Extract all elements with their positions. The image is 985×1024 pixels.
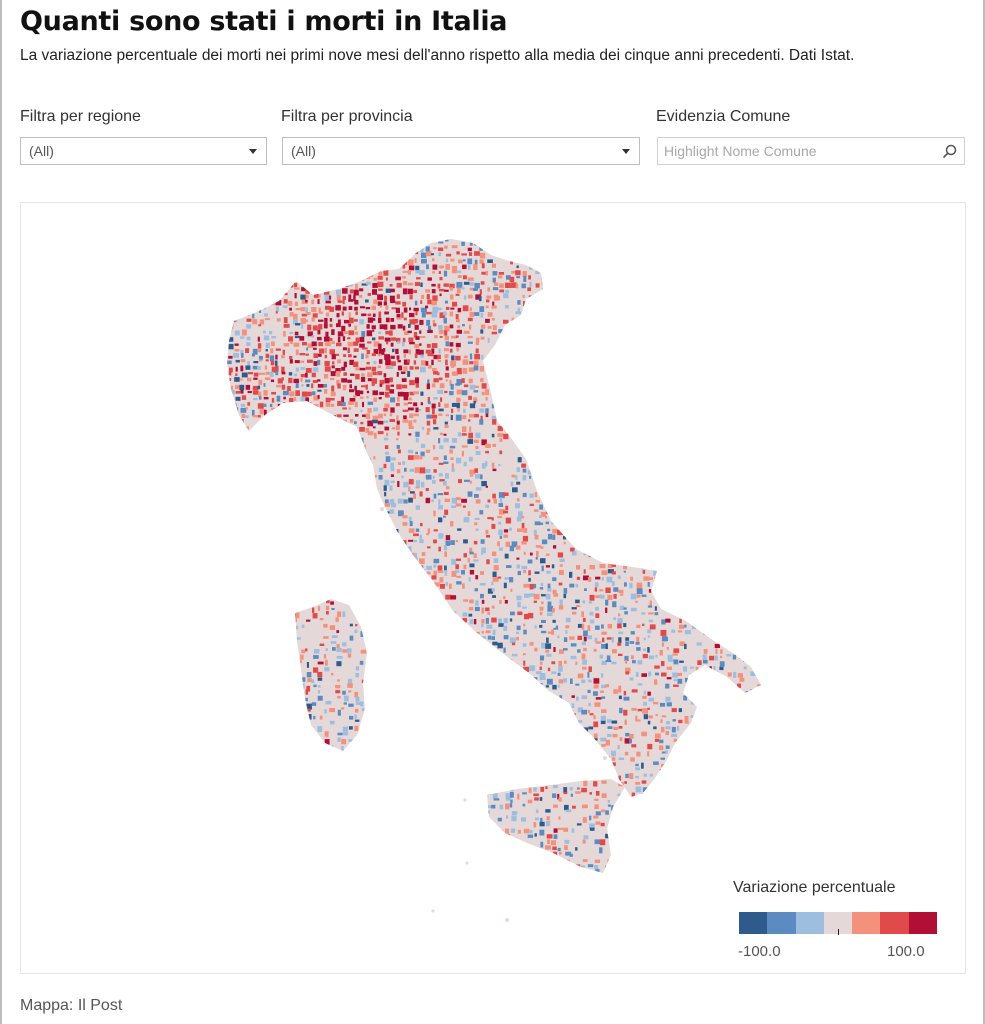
comune-highlight-label: Evidenzia Comune xyxy=(656,108,791,125)
comune-search-input[interactable] xyxy=(658,138,940,164)
comune-search-box xyxy=(657,137,965,165)
italy-choropleth-map[interactable]: Variazione percentuale xyxy=(21,203,965,973)
caret-down-icon xyxy=(249,149,257,154)
right-border xyxy=(983,0,985,1024)
small-islands xyxy=(380,507,607,922)
search-icon[interactable] xyxy=(942,143,958,159)
legend-swatch-4 xyxy=(852,912,881,934)
province-filter-value: (All) xyxy=(291,143,316,159)
source-credit: Mappa: Il Post xyxy=(20,997,123,1014)
province-filter-label: Filtra per provincia xyxy=(281,108,413,125)
legend-swatch-3 xyxy=(823,912,853,934)
left-border xyxy=(0,0,2,1024)
legend-title: Variazione percentuale xyxy=(733,879,896,896)
page-subtitle: La variazione percentuale dei morti nei … xyxy=(20,47,855,64)
legend-swatch-2 xyxy=(795,912,824,934)
region-filter-value: (All) xyxy=(29,143,54,159)
page-title: Quanti sono stati i morti in Italia xyxy=(20,6,508,37)
province-filter-dropdown[interactable]: (All) xyxy=(282,137,640,165)
legend-swatch-5 xyxy=(880,912,909,934)
legend-swatch-0 xyxy=(739,912,768,934)
legend-swatch-1 xyxy=(767,912,796,934)
map-panel: Variazione percentuale -100.0 100.0 xyxy=(20,202,966,974)
region-filter-label: Filtra per regione xyxy=(20,108,141,125)
legend-zero-tick xyxy=(838,929,839,935)
caret-down-icon xyxy=(622,149,630,154)
legend-max-label: 100.0 xyxy=(887,943,925,960)
region-filter-dropdown[interactable]: (All) xyxy=(20,137,267,165)
legend-swatch-6 xyxy=(908,912,937,934)
legend-color-scale xyxy=(739,912,937,934)
legend-min-label: -100.0 xyxy=(738,943,781,960)
